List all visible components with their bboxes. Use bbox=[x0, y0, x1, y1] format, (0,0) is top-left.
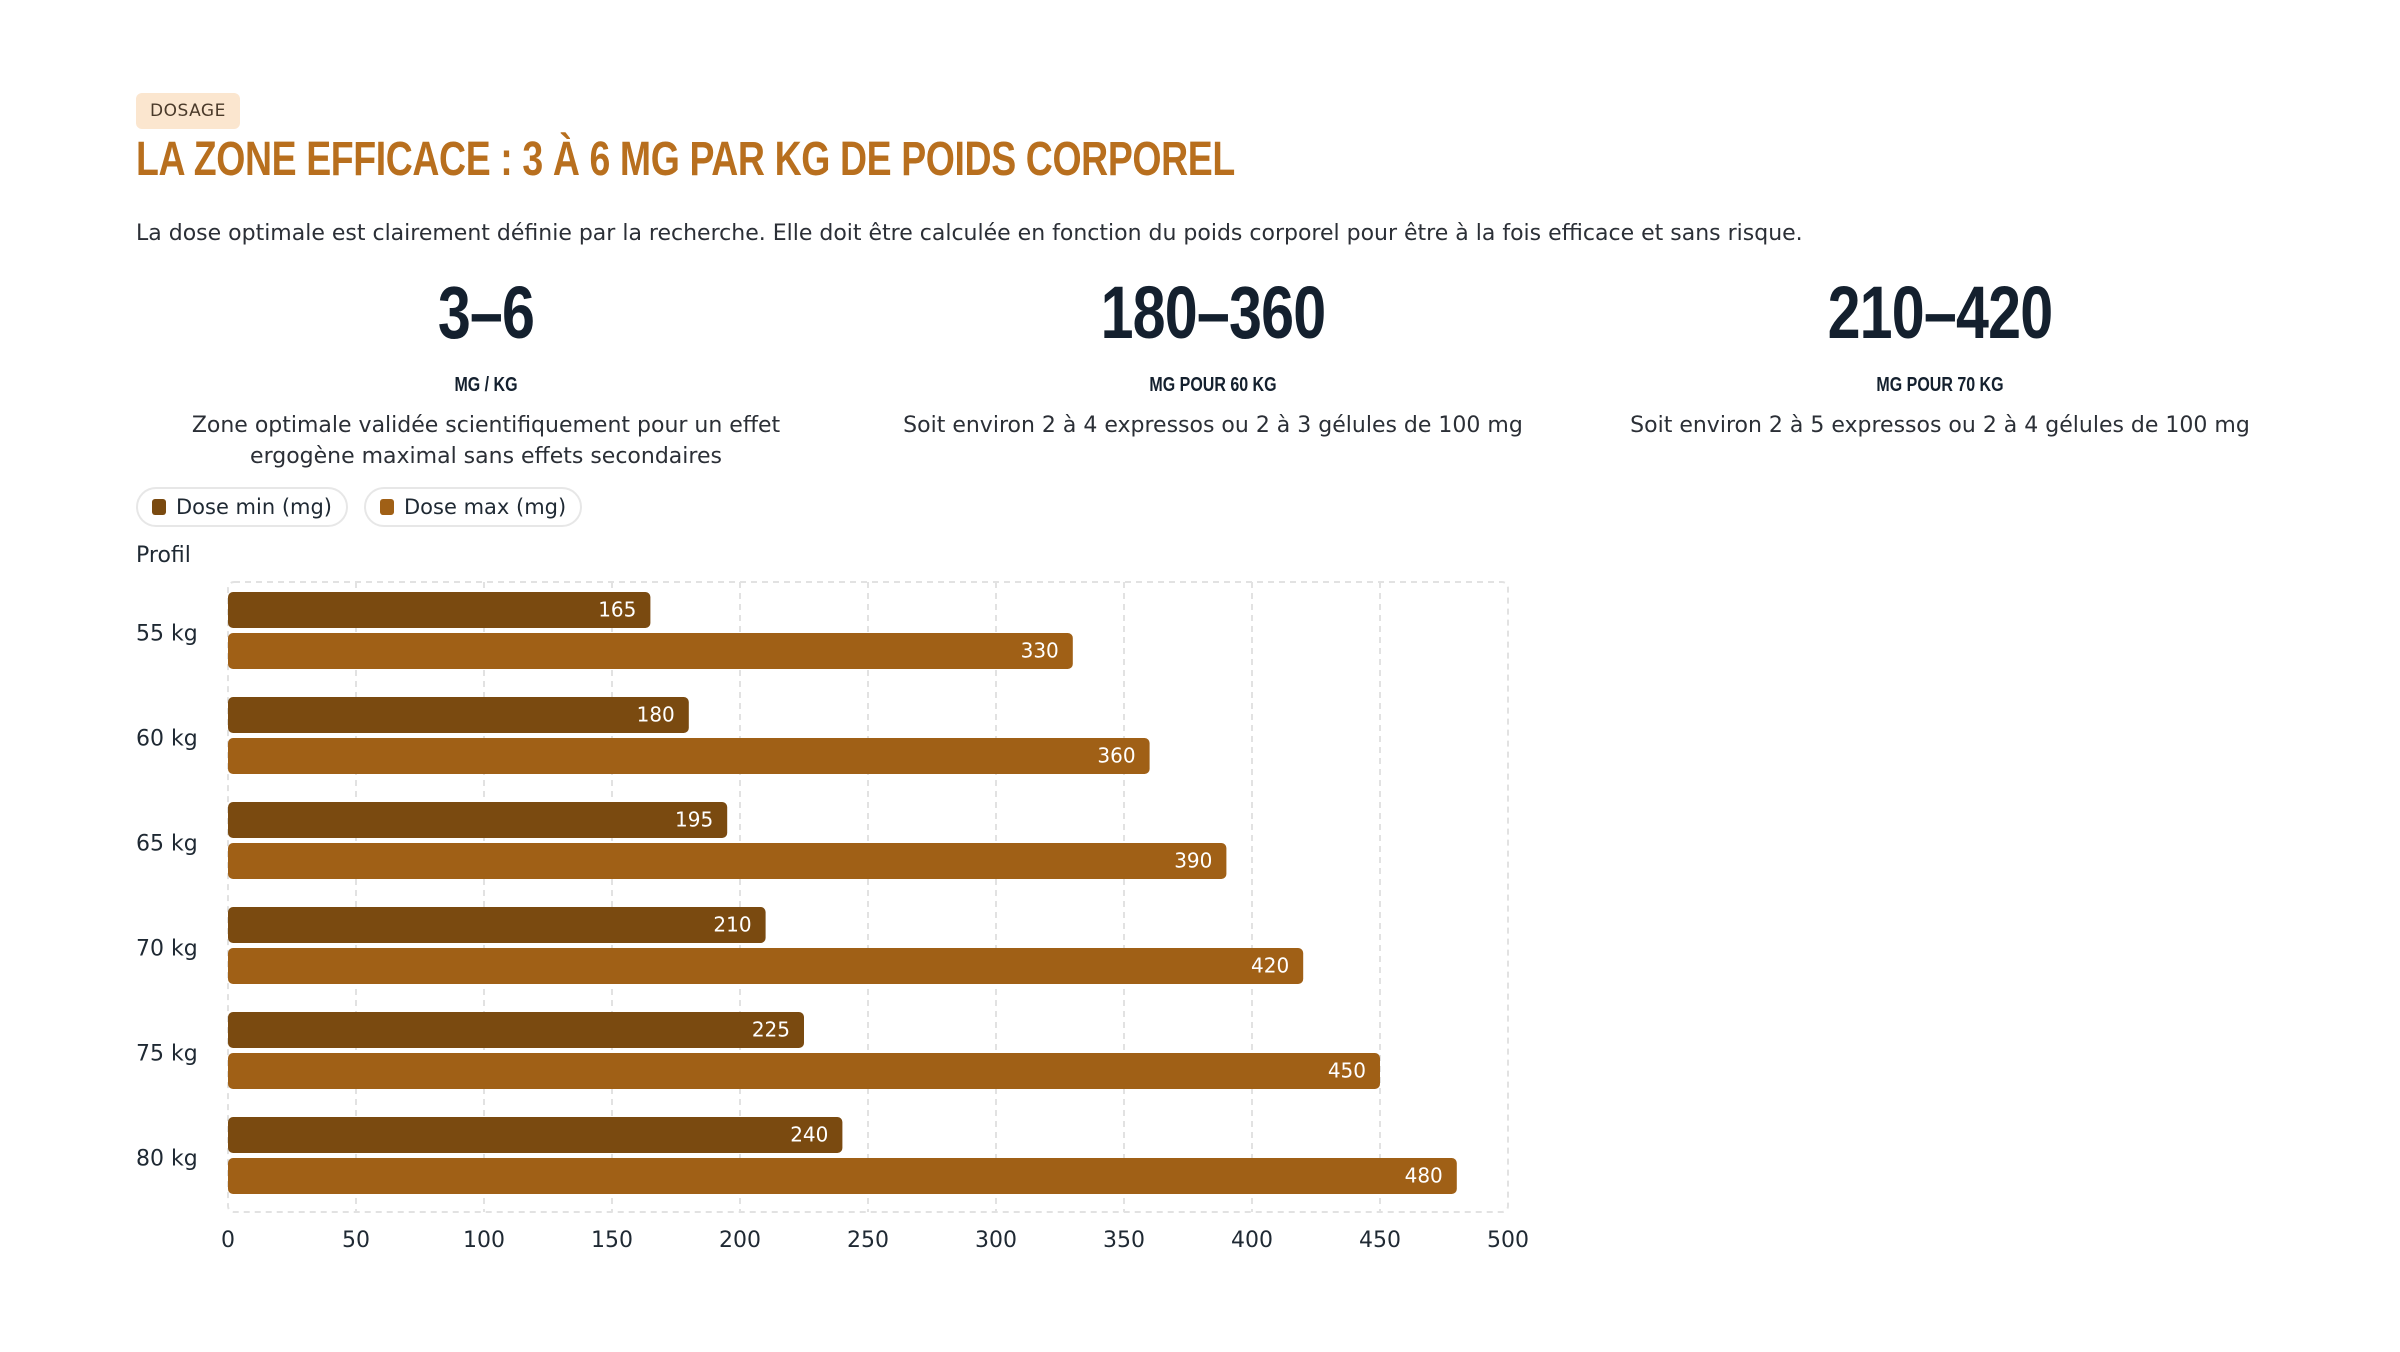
legend-swatch-dose-max bbox=[380, 499, 395, 515]
stat-description: Zone optimale validée scientifiquement p… bbox=[191, 413, 781, 469]
x-tick-label: 400 bbox=[1231, 1228, 1273, 1253]
y-axis-title: Profil bbox=[136, 543, 191, 568]
bar-data-label: 240 bbox=[790, 1123, 828, 1147]
y-tick-label: 70 kg bbox=[136, 937, 198, 962]
bar-data-label: 165 bbox=[598, 598, 636, 622]
x-tick-label: 250 bbox=[847, 1228, 889, 1253]
bar-dose-min bbox=[228, 592, 651, 628]
bar-data-label: 450 bbox=[1328, 1059, 1366, 1083]
section-badge: DOSAGE bbox=[136, 93, 240, 129]
y-tick-label: 60 kg bbox=[136, 727, 198, 752]
bar-dose-min bbox=[228, 802, 728, 838]
bar-dose-max bbox=[228, 633, 1073, 669]
y-tick-label: 55 kg bbox=[136, 622, 198, 647]
bar-data-label: 420 bbox=[1251, 954, 1289, 978]
stat-card-70kg: 210–420 MG POUR 70 KG Soit environ 2 à 5… bbox=[1580, 270, 2300, 441]
x-tick-label: 50 bbox=[342, 1228, 370, 1253]
bar-dose-max bbox=[228, 1053, 1380, 1089]
page-title: LA ZONE EFFICACE : 3 À 6 MG PAR KG DE PO… bbox=[136, 133, 1235, 186]
stat-card-60kg: 180–360 MG POUR 60 KG Soit environ 2 à 4… bbox=[853, 270, 1573, 441]
bar-dose-min bbox=[228, 1117, 843, 1153]
bar-dose-max bbox=[228, 1158, 1457, 1194]
legend-item-dose-max[interactable]: Dose max (mg) bbox=[364, 487, 583, 527]
bar-data-label: 360 bbox=[1097, 744, 1135, 768]
stat-description: Soit environ 2 à 5 expressos ou 2 à 4 gé… bbox=[1630, 413, 2250, 438]
stat-card-ratio: 3–6 MG / KG Zone optimale validée scient… bbox=[126, 270, 846, 472]
stat-unit: MG POUR 60 KG bbox=[1149, 374, 1277, 396]
bar-dose-max bbox=[228, 843, 1227, 879]
x-tick-label: 0 bbox=[221, 1228, 235, 1253]
bar-data-label: 210 bbox=[713, 913, 751, 937]
x-tick-label: 350 bbox=[1103, 1228, 1145, 1253]
bar-data-label: 225 bbox=[752, 1018, 790, 1042]
legend-swatch-dose-min bbox=[152, 499, 166, 515]
x-tick-label: 500 bbox=[1487, 1228, 1529, 1253]
intro-text: La dose optimale est clairement définie … bbox=[136, 221, 1803, 246]
stat-value: 3–6 bbox=[437, 271, 535, 354]
stat-value: 210–420 bbox=[1827, 271, 2054, 354]
bar-data-label: 330 bbox=[1021, 639, 1059, 663]
bar-dose-min bbox=[228, 907, 766, 943]
bar-data-label: 195 bbox=[675, 808, 713, 832]
chart-legend: Dose min (mg) Dose max (mg) bbox=[136, 487, 583, 527]
x-tick-label: 450 bbox=[1359, 1228, 1401, 1253]
x-tick-label: 300 bbox=[975, 1228, 1017, 1253]
bar-dose-min bbox=[228, 1012, 804, 1048]
x-tick-label: 200 bbox=[719, 1228, 761, 1253]
bar-data-label: 390 bbox=[1174, 849, 1212, 873]
bar-data-label: 180 bbox=[637, 703, 675, 727]
stat-unit: MG POUR 70 KG bbox=[1876, 374, 2004, 396]
bar-dose-min bbox=[228, 697, 689, 733]
stat-value: 180–360 bbox=[1100, 271, 1327, 354]
legend-label: Dose min (mg) bbox=[176, 495, 333, 519]
x-tick-label: 150 bbox=[591, 1228, 633, 1253]
y-tick-label: 65 kg bbox=[136, 832, 198, 857]
stat-unit: MG / KG bbox=[454, 374, 518, 396]
x-tick-label: 100 bbox=[463, 1228, 505, 1253]
legend-item-dose-min[interactable]: Dose min (mg) bbox=[136, 487, 349, 527]
plot-area-border bbox=[227, 581, 1509, 1213]
bar-dose-max bbox=[228, 738, 1150, 774]
y-tick-label: 80 kg bbox=[136, 1147, 198, 1172]
bar-data-label: 480 bbox=[1405, 1164, 1443, 1188]
bar-dose-max bbox=[228, 948, 1304, 984]
y-tick-label: 75 kg bbox=[136, 1042, 198, 1067]
legend-label: Dose max (mg) bbox=[404, 495, 567, 519]
stat-description: Soit environ 2 à 4 expressos ou 2 à 3 gé… bbox=[903, 413, 1523, 438]
